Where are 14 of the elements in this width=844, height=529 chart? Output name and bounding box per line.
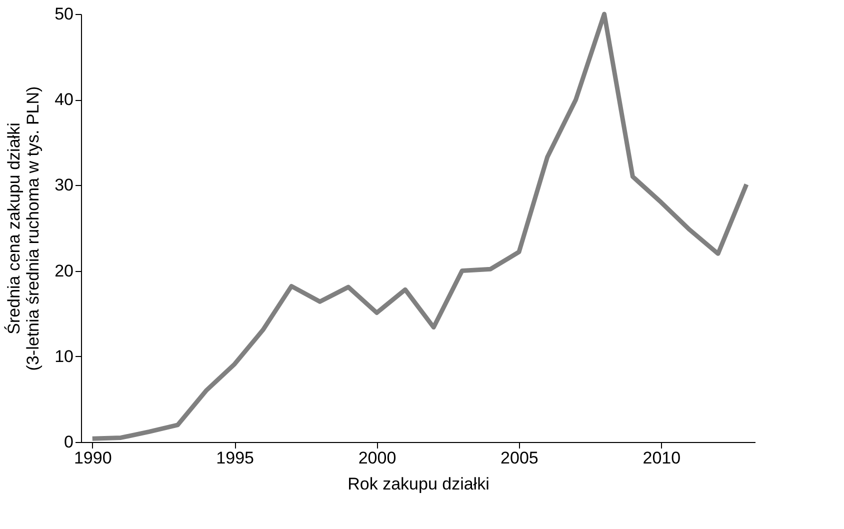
x-tick-label: 1995 <box>216 448 254 468</box>
x-tick-label: 2010 <box>642 448 681 468</box>
y-tick-label: 40 <box>54 90 74 110</box>
y-tick-label: 20 <box>54 261 74 280</box>
x-tick-label: 1990 <box>74 448 112 468</box>
x-tick-label: 2000 <box>358 448 396 468</box>
x-tick-label: 2005 <box>500 448 538 468</box>
y-tick-label: 50 <box>54 4 74 24</box>
line-series <box>90 12 749 441</box>
x-axis-title: Rok zakupu działki <box>348 474 490 494</box>
y-tick-label: 30 <box>54 176 74 195</box>
y-axis-title: Średnia cena zakupu działki (3-letnia średnia ruchoma w tys. PLN) <box>4 86 43 371</box>
y-tick-label: 10 <box>54 346 74 366</box>
y-tick-label: 0 <box>64 432 74 452</box>
